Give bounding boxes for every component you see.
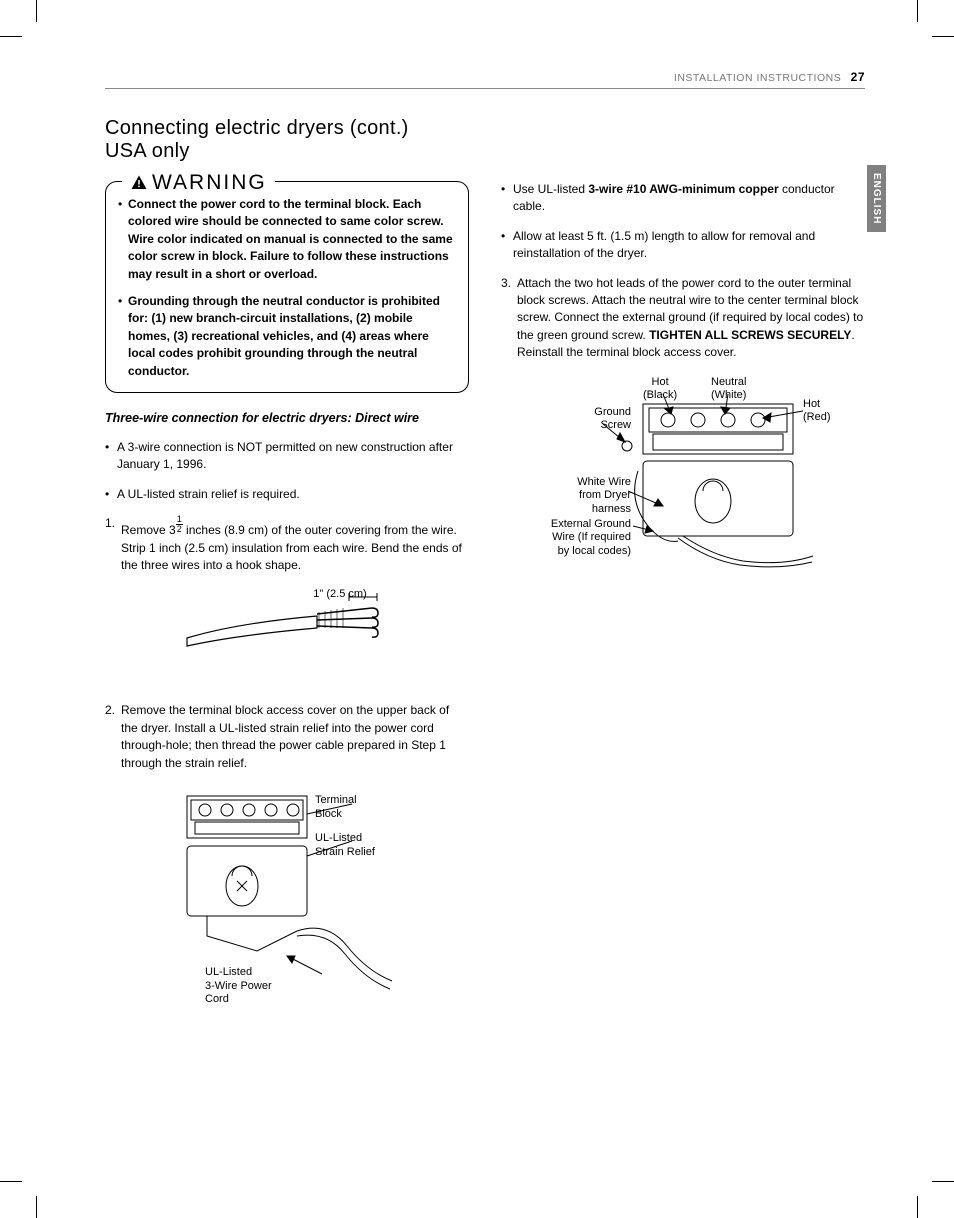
bullet-item: • Allow at least 5 ft. (1.5 m) length to… — [501, 228, 865, 263]
b-bold: 3-wire #10 AWG-minimum copper — [588, 182, 778, 196]
fig1-caption: 1" (2.5 cm) — [305, 588, 375, 602]
step-text: Attach the two hot leads of the power co… — [517, 275, 865, 362]
bullet-item: • Use UL-listed 3-wire #10 AWG-minimum c… — [501, 181, 865, 216]
page-content: INSTALLATION INSTRUCTIONS 27 Connecting … — [105, 70, 865, 1040]
warning-box: WARNING •Connect the power cord to the t… — [105, 181, 469, 393]
warning-item: •Grounding through the neutral conductor… — [118, 293, 456, 380]
b-pre: Allow at least 5 ft. (1.5 m) length to a… — [513, 229, 815, 260]
step-3: 3. Attach the two hot leads of the power… — [501, 275, 865, 362]
label-power-cord: UL-Listed 3-Wire Power Cord — [205, 966, 272, 1007]
label-white-wire: White Wire from Dryer harness — [561, 476, 631, 517]
running-header: INSTALLATION INSTRUCTIONS 27 — [105, 70, 865, 84]
label-hot-black: Hot (Black) — [643, 376, 677, 404]
label-ext-ground: External Ground Wire (If required by loc… — [536, 518, 631, 559]
step-number: 2. — [105, 702, 121, 772]
label-ground-screw: Ground Screw — [576, 406, 631, 434]
warning-text: Grounding through the neutral conductor … — [128, 293, 456, 380]
warning-text: Connect the power cord to the terminal b… — [128, 196, 456, 283]
step1-part-a: Remove 3 — [121, 523, 176, 537]
left-column: WARNING •Connect the power cord to the t… — [105, 181, 469, 1040]
language-tab: ENGLISH — [867, 165, 886, 232]
warning-icon — [130, 174, 148, 192]
step-text: Remove the terminal block access cover o… — [121, 702, 469, 772]
warning-item: •Connect the power cord to the terminal … — [118, 196, 456, 283]
warning-heading: WARNING — [122, 168, 275, 198]
header-text: INSTALLATION INSTRUCTIONS — [674, 72, 841, 84]
warning-heading-text: WARNING — [152, 168, 267, 198]
label-hot-red: Hot (Red) — [803, 398, 831, 426]
step-1: 1. Remove 312 inches (8.9 cm) of the out… — [105, 515, 469, 574]
label-strain-relief: UL-Listed Strain Relief — [315, 832, 375, 860]
frac-den: 2 — [176, 525, 183, 534]
bullet-item: •A 3-wire connection is NOT permitted on… — [105, 439, 469, 474]
figure-wiring-diagram: Hot (Black) Neutral (White) Hot (Red) Gr… — [501, 376, 865, 586]
page-number: 27 — [851, 70, 865, 84]
bullet-item: •A UL-listed strain relief is required. — [105, 486, 469, 503]
figure-wire-strip: 1" (2.5 cm) — [105, 588, 469, 678]
label-neutral-white: Neutral (White) — [711, 376, 746, 404]
header-rule — [105, 88, 865, 89]
bullet-text: Allow at least 5 ft. (1.5 m) length to a… — [513, 228, 865, 263]
step-number: 1. — [105, 515, 121, 574]
page-title: Connecting electric dryers (cont.) USA o… — [105, 117, 865, 163]
b-pre: Use UL-listed — [513, 182, 588, 196]
label-terminal-block: Terminal Block — [315, 794, 357, 822]
right-column: • Use UL-listed 3-wire #10 AWG-minimum c… — [501, 181, 865, 1040]
s3-bold: TIGHTEN ALL SCREWS SECURELY — [649, 328, 851, 342]
bullet-text: A UL-listed strain relief is required. — [117, 486, 469, 503]
step-2: 2. Remove the terminal block access cove… — [105, 702, 469, 772]
subheading: Three-wire connection for electric dryer… — [105, 409, 469, 427]
step-text: Remove 312 inches (8.9 cm) of the outer … — [121, 515, 469, 574]
figure-terminal-block: Terminal Block UL-Listed Strain Relief U… — [105, 786, 469, 1016]
step-number: 3. — [501, 275, 517, 362]
bullet-text: A 3-wire connection is NOT permitted on … — [117, 439, 469, 474]
bullet-text: Use UL-listed 3-wire #10 AWG-minimum cop… — [513, 181, 865, 216]
